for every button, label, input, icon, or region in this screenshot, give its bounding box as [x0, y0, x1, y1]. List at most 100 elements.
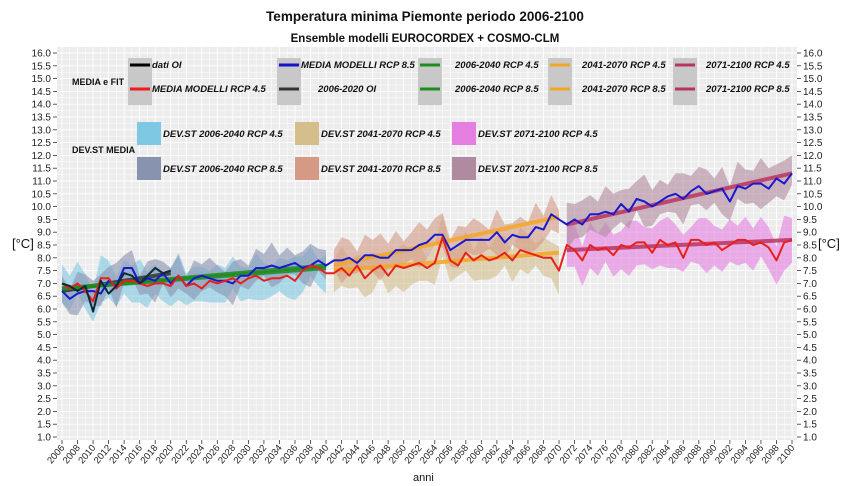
- y-tick-label: 10.5: [803, 189, 823, 200]
- y-tick-label: 10.0: [32, 202, 52, 213]
- y-tick-label: 7.5: [37, 266, 51, 277]
- legend-group-label: MEDIA e FIT: [72, 77, 125, 87]
- y-tick-label: 8.5: [37, 241, 51, 252]
- legend-entry-label: DEV.ST 2006-2040 RCP 4.5: [163, 129, 283, 140]
- y-tick-label: 1.5: [37, 420, 51, 431]
- y-tick-label: 3.5: [37, 369, 51, 380]
- legend-band-swatch: [137, 157, 161, 180]
- y-tick-label: 5.0: [37, 330, 51, 341]
- legend: MEDIA e FIT DEV.ST MEDIA dati OI MEDIA MODE…: [72, 60, 790, 180]
- y-tick-label: 14.0: [32, 100, 52, 111]
- y-tick-label: 9.5: [803, 215, 817, 226]
- y-axis-left: 1.0 1.5 2.0 2.5 3.03.5 4.0 4.5 5.0 5.56.0 6.5 7.0 7…: [32, 49, 57, 444]
- legend-entry-label: 2071-2100 RCP 8.5: [705, 84, 790, 95]
- y-tick-label: 7.0: [803, 279, 817, 290]
- y-tick-label: 13.5: [32, 113, 52, 124]
- legend-entry-label: 2006-2020 OI: [317, 84, 376, 95]
- y-tick-label: 1.0: [37, 433, 51, 444]
- y-tick-label: 1.5: [803, 420, 817, 431]
- legend-entry-label: 2041-2070 RCP 8.5: [581, 84, 666, 95]
- y-tick-label: 15.5: [32, 61, 52, 72]
- y-tick-label: 12.0: [803, 151, 823, 162]
- legend-band-swatch: [295, 122, 319, 145]
- legend-entry-label: DEV.ST 2071-2100 RCP 8.5: [478, 164, 598, 175]
- y-tick-label: 15.5: [803, 61, 823, 72]
- y-tick-label: 1.0: [803, 433, 817, 444]
- y-tick-label: 2.0: [37, 407, 51, 418]
- y-tick-label: 7.0: [37, 279, 51, 290]
- band-dev-st-2071-2100-rcp-8-5: [566, 155, 792, 251]
- legend-entry-label: 2071-2100 RCP 4.5: [705, 60, 790, 71]
- y-tick-label: 2.5: [803, 394, 817, 405]
- x-axis-label: anni: [413, 472, 434, 484]
- legend-band-swatch: [452, 122, 476, 145]
- y-axis-label-right: [°C]: [818, 236, 840, 251]
- legend-entry-label: 2041-2070 RCP 4.5: [581, 60, 666, 71]
- series-line-media-modelli-rcp-4-5: [61, 236, 793, 303]
- y-tick-label: 9.0: [803, 228, 817, 239]
- x-axis: 2006200820102012201420162018202020222024…: [45, 440, 797, 466]
- y-tick-label: 11.0: [32, 177, 51, 188]
- legend-entry-label: MEDIA MODELLI RCP 4.5: [152, 84, 267, 95]
- legend-entry-label: 2006-2040 RCP 4.5: [454, 60, 539, 71]
- legend-entry-label: DEV.ST 2041-2070 RCP 4.5: [321, 129, 441, 140]
- y-tick-label: 12.5: [803, 138, 823, 149]
- y-axis-right: 1.0 1.5 2.0 2.5 3.03.5 4.0 4.5 5.0 5.56.0 6.5 7.0 7…: [797, 49, 823, 444]
- y-tick-label: 14.5: [32, 87, 52, 98]
- y-tick-label: 15.0: [32, 74, 52, 85]
- y-tick-label: 3.0: [37, 381, 51, 392]
- y-tick-label: 5.5: [803, 317, 817, 328]
- y-tick-label: 5.0: [803, 330, 817, 341]
- legend-band-swatch: [137, 122, 161, 145]
- y-tick-label: 8.0: [803, 253, 817, 264]
- y-tick-label: 13.5: [803, 113, 823, 124]
- y-tick-label: 14.5: [803, 87, 823, 98]
- y-tick-label: 11.5: [32, 164, 51, 175]
- y-tick-label: 13.0: [803, 125, 823, 136]
- y-tick-label: 9.0: [37, 228, 51, 239]
- y-tick-label: 7.5: [803, 266, 817, 277]
- series-lines: [61, 172, 793, 313]
- y-tick-label: 11.0: [803, 177, 822, 188]
- y-tick-label: 5.5: [37, 317, 51, 328]
- y-tick-label: 8.5: [803, 241, 817, 252]
- y-tick-label: 16.0: [803, 49, 823, 60]
- y-axis-label-left: [°C]: [12, 236, 34, 251]
- y-tick-label: 16.0: [32, 49, 52, 60]
- y-tick-label: 3.0: [803, 381, 817, 392]
- y-tick-label: 15.0: [803, 74, 823, 85]
- y-tick-label: 4.0: [803, 356, 817, 367]
- y-tick-label: 2.5: [37, 394, 51, 405]
- y-tick-label: 14.0: [803, 100, 823, 111]
- y-tick-label: 13.0: [32, 125, 52, 136]
- legend-entry-label: dati OI: [152, 60, 182, 71]
- x-tick-label: 2100: [775, 443, 797, 466]
- legend-entry-label: DEV.ST 2041-2070 RCP 8.5: [321, 164, 441, 175]
- y-tick-label: 6.5: [803, 292, 817, 303]
- y-tick-label: 6.0: [37, 305, 51, 316]
- y-tick-label: 2.0: [803, 407, 817, 418]
- legend-entry-label: 2006-2040 RCP 8.5: [454, 84, 539, 95]
- legend-band-swatch: [452, 157, 476, 180]
- legend-entry-label: DEV.ST 2006-2040 RCP 8.5: [163, 164, 283, 175]
- legend-group-label: DEV.ST MEDIA: [72, 145, 136, 155]
- y-tick-label: 12.5: [32, 138, 52, 149]
- y-tick-label: 4.5: [803, 343, 817, 354]
- y-tick-label: 4.5: [37, 343, 51, 354]
- legend-entry-label: MEDIA MODELLI RCP 8.5: [301, 60, 416, 71]
- legend-entry-label: DEV.ST 2071-2100 RCP 4.5: [478, 129, 598, 140]
- y-tick-label: 6.5: [37, 292, 51, 303]
- legend-band-swatch: [295, 157, 319, 180]
- y-tick-label: 9.5: [37, 215, 51, 226]
- y-tick-label: 10.5: [32, 189, 52, 200]
- y-tick-label: 8.0: [37, 253, 51, 264]
- chart-title: Temperatura minima Piemonte periodo 2006…: [266, 9, 584, 24]
- trend-line-2071-2100-rcp-8-5: [566, 171, 793, 227]
- y-tick-label: 6.0: [803, 305, 817, 316]
- chart-subtitle: Ensemble modelli EUROCORDEX + COSMO-CLM: [290, 33, 560, 45]
- y-tick-label: 10.0: [803, 202, 823, 213]
- series-line-dati-oi: [61, 267, 172, 313]
- y-tick-label: 12.0: [32, 151, 52, 162]
- y-tick-label: 3.5: [803, 369, 817, 380]
